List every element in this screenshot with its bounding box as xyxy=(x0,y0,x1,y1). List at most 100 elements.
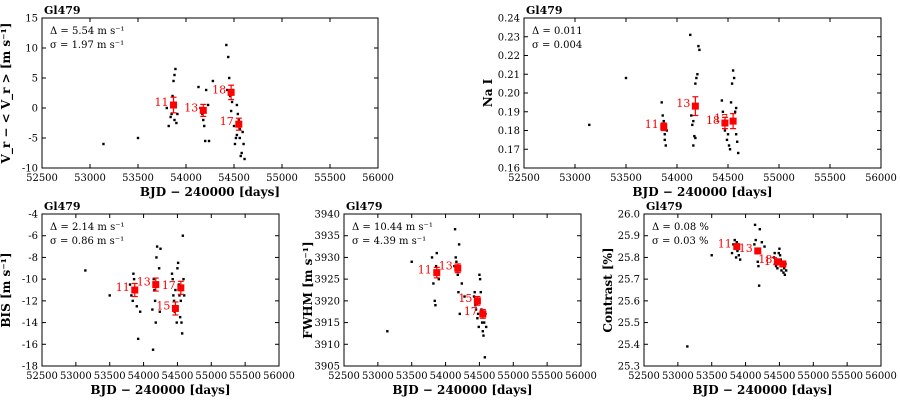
data-point xyxy=(153,288,156,292)
y-axis-label: V_r − < V_r > [m s⁻¹] xyxy=(0,23,14,165)
data-point xyxy=(662,119,665,123)
data-point xyxy=(773,251,776,255)
data-point xyxy=(474,308,478,311)
data-point xyxy=(178,294,181,297)
x-axis-label: BJD − 240000 [days] xyxy=(632,185,772,199)
y-tick-label: 25.7 xyxy=(618,275,640,286)
data-point xyxy=(478,277,482,281)
y-tick-label: 0.16 xyxy=(498,164,520,175)
data-point xyxy=(477,325,480,329)
data-point xyxy=(236,112,240,116)
data-point xyxy=(180,321,183,324)
bin-count-label: 13 xyxy=(184,101,198,114)
y-tick-label: 5 xyxy=(32,74,38,85)
bin-count-label: 11 xyxy=(155,96,169,109)
bin-marker xyxy=(733,243,741,251)
data-point xyxy=(174,288,177,292)
data-point xyxy=(663,138,666,142)
x-tick-label: 53000 xyxy=(60,371,92,382)
x-tick-label: 53000 xyxy=(662,371,694,382)
data-point xyxy=(229,109,233,113)
bin-marker xyxy=(227,88,235,96)
data-point xyxy=(481,330,485,333)
data-point xyxy=(176,261,180,265)
y-tick-label: -6 xyxy=(28,231,38,242)
y-tick-label: 10 xyxy=(25,44,38,55)
data-point xyxy=(780,269,783,272)
bin-marker xyxy=(721,119,729,127)
bin-count-label: 18 xyxy=(706,114,720,127)
x-axis-label: BJD − 240000 [days] xyxy=(692,383,832,397)
data-point xyxy=(686,345,689,348)
panel-5: 52500 53000 53500 54000 54500 55000 55500 56000… xyxy=(601,200,897,397)
bin-count-label: 17 xyxy=(764,255,778,268)
data-point xyxy=(241,130,244,134)
bin-marker xyxy=(754,247,762,255)
x-tick-label: 54000 xyxy=(430,371,462,382)
data-point xyxy=(432,282,435,285)
data-point xyxy=(172,299,176,303)
data-point xyxy=(204,88,208,92)
data-point xyxy=(692,144,695,147)
data-point xyxy=(228,94,232,98)
y-tick-label: 3915 xyxy=(315,318,340,329)
data-point xyxy=(453,228,457,231)
data-point xyxy=(435,251,438,255)
data-point xyxy=(732,76,736,80)
chart-title: Gl479 xyxy=(44,4,81,17)
data-point xyxy=(138,310,142,313)
stat-annotation: σ = 0.86 m s⁻¹ xyxy=(50,236,124,247)
data-point xyxy=(238,127,241,131)
bin-count-label: 18 xyxy=(212,83,226,96)
x-tick-label: 54000 xyxy=(128,371,160,382)
y-tick-label: -12 xyxy=(22,296,38,307)
data-point xyxy=(136,337,140,341)
y-tick-label: -4 xyxy=(28,210,38,221)
data-point xyxy=(204,139,207,143)
data-point xyxy=(698,48,701,52)
data-point xyxy=(170,112,173,116)
data-point xyxy=(735,140,739,143)
x-tick-label: 53500 xyxy=(122,173,154,184)
x-tick-label: 53500 xyxy=(610,173,642,184)
data-point xyxy=(242,142,245,146)
data-point xyxy=(691,123,694,127)
data-point xyxy=(135,305,138,308)
data-point xyxy=(173,118,176,122)
data-point xyxy=(774,264,778,268)
x-tick-label: 55500 xyxy=(814,173,846,184)
data-point xyxy=(179,299,183,303)
x-tick-label: 54500 xyxy=(218,173,250,184)
data-point xyxy=(430,256,434,259)
data-point xyxy=(760,241,764,244)
data-point xyxy=(154,321,157,324)
bin-count-label: 13 xyxy=(676,97,690,110)
data-point xyxy=(480,321,484,324)
data-point xyxy=(753,223,757,227)
data-point xyxy=(211,79,215,83)
x-tick-label: 55000 xyxy=(763,173,795,184)
y-tick-label: -16 xyxy=(22,340,38,351)
bin-marker xyxy=(454,264,462,272)
data-point xyxy=(737,151,740,155)
data-point xyxy=(172,294,175,297)
x-tick-label: 52500 xyxy=(328,371,360,382)
y-tick-label: 3925 xyxy=(315,275,340,286)
data-point xyxy=(783,273,787,276)
data-point xyxy=(181,234,185,237)
y-axis-label: Contrast [%] xyxy=(601,247,615,332)
data-point xyxy=(169,115,172,119)
x-tick-label: 56000 xyxy=(865,173,897,184)
data-point xyxy=(180,332,184,335)
data-point xyxy=(227,55,230,59)
data-point xyxy=(734,256,738,259)
data-point xyxy=(232,124,236,128)
data-point xyxy=(738,258,742,261)
data-point xyxy=(456,273,459,276)
data-point xyxy=(778,254,782,257)
x-tick-label: 54500 xyxy=(464,371,496,382)
x-tick-label: 52500 xyxy=(508,173,540,184)
data-point xyxy=(733,238,736,242)
y-tick-label: 25.6 xyxy=(618,296,640,307)
data-point xyxy=(207,139,211,143)
